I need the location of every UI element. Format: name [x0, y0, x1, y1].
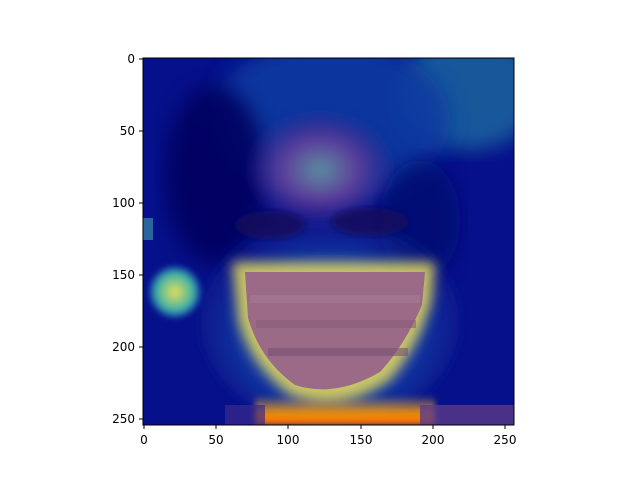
y-tick-label: 50 [120, 124, 135, 138]
y-tick-label: 250 [112, 412, 135, 426]
x-tick-label: 250 [494, 433, 517, 447]
x-tick-label: 100 [277, 433, 300, 447]
x-tick-label: 0 [140, 433, 148, 447]
x-tick-label: 50 [208, 433, 223, 447]
y-tick-label: 100 [112, 196, 135, 210]
y-tick-label: 150 [112, 268, 135, 282]
x-tick-label: 150 [350, 433, 373, 447]
heatmap-image [143, 58, 514, 425]
y-axis: 0 50 100 150 200 250 [112, 52, 143, 426]
plot-frame [142, 57, 515, 426]
y-tick-label: 200 [112, 340, 135, 354]
x-axis: 0 50 100 150 200 250 [140, 425, 516, 447]
x-tick-label: 200 [422, 433, 445, 447]
y-tick-label: 0 [127, 52, 135, 66]
